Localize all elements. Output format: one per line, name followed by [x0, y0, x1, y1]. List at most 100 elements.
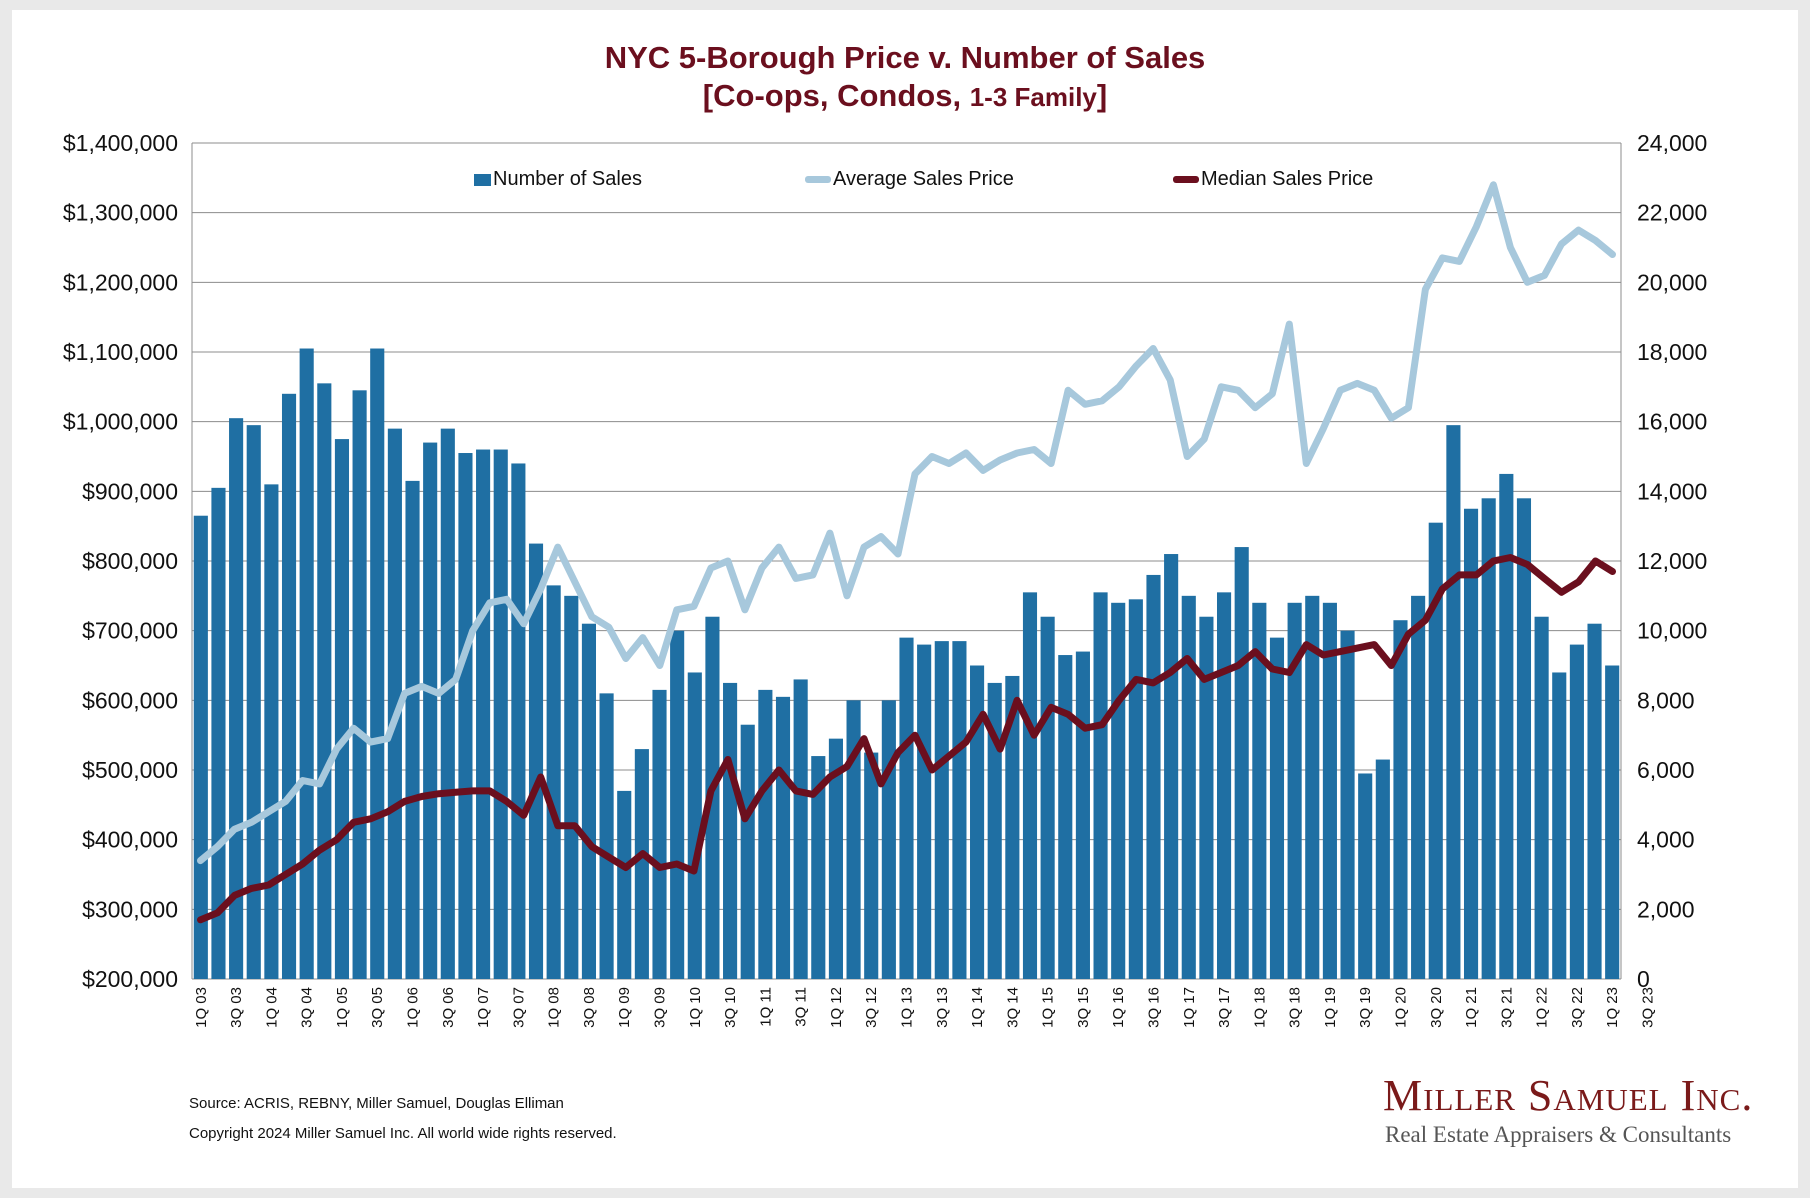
sales-bar	[440, 428, 455, 980]
sales-bar	[1463, 508, 1479, 979]
sales-bar	[281, 393, 297, 979]
sales-bar	[581, 623, 597, 979]
sales-bar	[599, 693, 614, 979]
sales-bar	[264, 484, 279, 979]
left-axis-tick-label: $300,000	[82, 896, 178, 922]
company-logo: Miller Samuel Inc.	[1383, 1071, 1754, 1120]
company-tagline: Real Estate Appraisers & Consultants	[1385, 1122, 1732, 1147]
sales-bar	[299, 348, 314, 979]
legend-avg-swatch	[805, 176, 831, 183]
right-axis-tick-label: 12,000	[1637, 548, 1707, 574]
sales-bar	[1587, 623, 1602, 979]
x-axis-tick-label: 3Q 20	[1428, 987, 1445, 1028]
sales-bar	[1428, 522, 1443, 979]
sales-bar	[1499, 473, 1514, 979]
sales-bar	[211, 487, 226, 979]
x-axis-tick-label: 3Q 04	[299, 987, 316, 1028]
right-axis-tick-label: 8,000	[1637, 687, 1695, 713]
sales-bar	[1128, 599, 1143, 979]
left-axis-tick-label: $400,000	[82, 827, 178, 853]
right-axis-tick-label: 16,000	[1637, 409, 1707, 435]
x-axis-tick-label: 3Q 03	[228, 987, 245, 1028]
x-axis-tick-label: 1Q 08	[546, 987, 563, 1028]
sales-bar	[476, 449, 491, 979]
x-axis-tick-label: 1Q 05	[334, 987, 351, 1028]
chart-title: NYC 5-Borough Price v. Number of Sales	[604, 40, 1206, 75]
x-axis-tick-label: 3Q 21	[1498, 987, 1515, 1028]
x-axis-tick-label: 1Q 18	[1251, 987, 1268, 1028]
x-axis-tick-label: 3Q 19	[1357, 987, 1374, 1028]
x-axis-tick-label: 3Q 10	[722, 987, 739, 1028]
sales-bar	[193, 515, 208, 979]
sales-bar	[740, 724, 755, 979]
right-axis-tick-label: 18,000	[1637, 339, 1707, 365]
sales-bar	[670, 630, 685, 979]
sales-bar	[1516, 498, 1532, 979]
x-axis-tick-label: 3Q 22	[1569, 987, 1586, 1028]
sales-bar	[775, 696, 791, 979]
sales-bar	[1393, 620, 1408, 979]
left-axis-tick-label: $1,100,000	[63, 339, 178, 365]
sales-bar	[917, 644, 932, 979]
x-axis-tick-label: 1Q 21	[1463, 987, 1480, 1028]
sales-bar	[1199, 616, 1214, 979]
x-axis-tick-label: 1Q 22	[1534, 987, 1551, 1028]
x-axis-tick-label: 3Q 06	[440, 987, 457, 1028]
x-axis-tick-label: 3Q 09	[652, 987, 669, 1028]
sales-bar	[1252, 602, 1267, 979]
average-sales-price-line	[197, 181, 1616, 865]
x-axis-tick-label: 3Q 15	[1075, 987, 1092, 1028]
sales-bar	[811, 756, 826, 979]
sales-bar	[246, 425, 261, 979]
sales-bar	[229, 418, 244, 979]
sales-bar	[1146, 574, 1161, 979]
sales-bar	[1234, 547, 1249, 979]
right-axis-tick-label: 0	[1637, 966, 1650, 992]
median-sales-price-line	[197, 554, 1616, 924]
sales-bar	[493, 449, 508, 979]
sales-bar	[387, 428, 402, 980]
sales-bar	[687, 672, 702, 979]
x-axis-tick-label: 1Q 15	[1040, 987, 1057, 1028]
sales-bar	[1216, 592, 1232, 979]
sales-bar	[1534, 616, 1549, 979]
x-axis-tick-label: 3Q 08	[581, 987, 598, 1028]
sales-bar	[1481, 498, 1496, 979]
left-axis-tick-label: $1,400,000	[63, 130, 178, 156]
sales-bar	[952, 641, 967, 979]
subtitle-main: [Co-ops, Condos,	[702, 78, 970, 113]
x-axis-tick-label: 3Q 14	[1004, 987, 1021, 1028]
sales-bar	[1075, 651, 1090, 979]
right-axis-tick-label: 2,000	[1637, 896, 1695, 922]
sales-bar	[634, 749, 649, 979]
sales-bar	[1040, 616, 1055, 979]
legend-sales-swatch	[474, 173, 491, 186]
sales-bar	[423, 442, 438, 980]
sales-bar	[1446, 425, 1461, 979]
sales-bar	[828, 738, 843, 979]
sales-bar	[617, 790, 632, 979]
subtitle-end: ]	[1096, 78, 1108, 113]
copyright-note: Copyright 2024 Miller Samuel Inc. All wo…	[189, 1125, 617, 1142]
left-axis-tick-label: $200,000	[82, 966, 178, 992]
sales-bar	[987, 682, 1002, 979]
sales-bar	[1605, 665, 1620, 979]
sales-bar	[1111, 602, 1126, 979]
x-axis-tick-label: 3Q 23	[1639, 987, 1656, 1028]
sales-bar	[1375, 759, 1390, 979]
x-axis-tick-label: 3Q 07	[510, 987, 527, 1028]
x-axis-tick-label: 3Q 11	[793, 987, 810, 1027]
x-axis-tick-label: 1Q 10	[687, 987, 704, 1028]
x-axis-tick-label: 1Q 04	[263, 987, 280, 1028]
left-axis-tick-label: $1,200,000	[63, 269, 178, 295]
x-axis-tick-label: 1Q 19	[1322, 987, 1339, 1028]
sales-bar	[881, 700, 896, 979]
legend-sales: Number of Sales	[474, 168, 642, 191]
sales-bar	[793, 679, 808, 979]
x-axis-tick-label: 1Q 20	[1392, 987, 1409, 1028]
sales-bar	[1552, 672, 1567, 979]
x-axis-tick-label: 3Q 05	[369, 987, 386, 1028]
x-axis-tick-label: 1Q 12	[828, 987, 845, 1028]
sales-bar	[934, 641, 949, 979]
